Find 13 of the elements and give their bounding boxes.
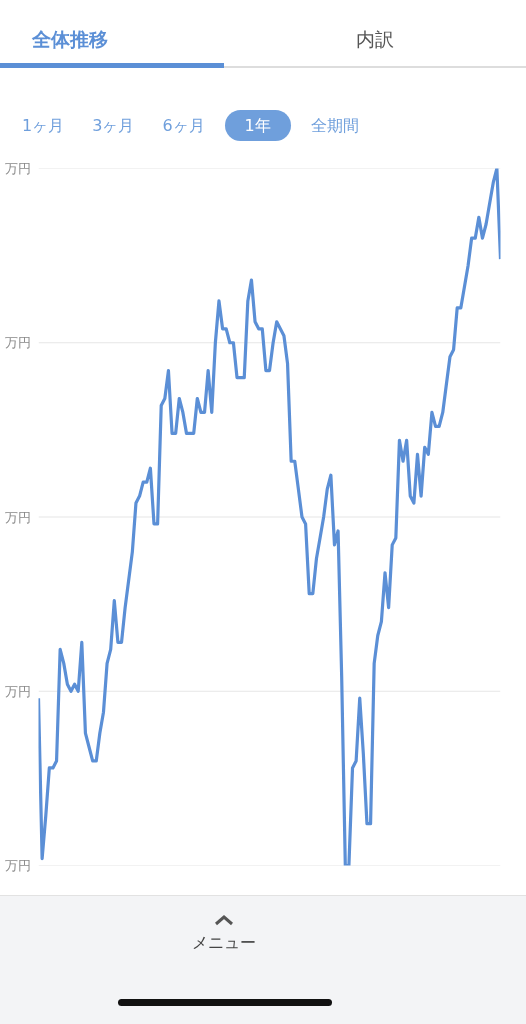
text: 3ヶ月 <box>92 116 135 135</box>
text: 6ヶ月 <box>162 116 205 135</box>
text: メニュー <box>191 932 257 954</box>
text: 1年 <box>224 110 291 141</box>
ref-line-label: 万円 <box>4 335 31 351</box>
ref-line-label: 万円 <box>4 161 31 176</box>
ref-line-label: 万円 <box>4 683 31 699</box>
text: 全期間 <box>310 116 359 135</box>
ref-line-label: 万円 <box>4 858 31 873</box>
text: 内訳 <box>356 27 394 52</box>
text: 全体推移 <box>32 27 108 52</box>
ref-line-label: 万円 <box>4 509 31 525</box>
text: 1ヶ月 <box>22 116 65 135</box>
